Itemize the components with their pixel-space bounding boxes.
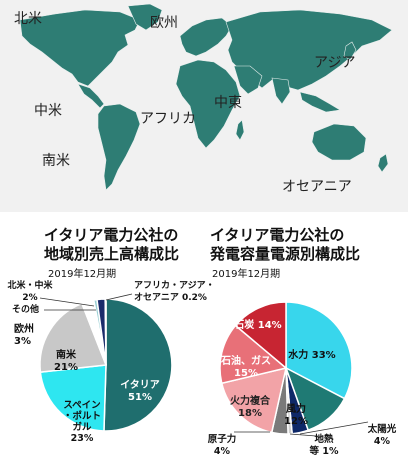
pie-label-4: その他	[12, 303, 39, 315]
new-zealand-shape	[377, 153, 389, 173]
europe-shape	[179, 17, 233, 57]
north-america-shape	[19, 9, 141, 87]
pie-label-2: 南米 21%	[54, 348, 78, 373]
pie-leader-6	[105, 293, 133, 301]
pie-slice-6	[219, 324, 288, 385]
pie-label-5: 火力複合 18%	[230, 394, 271, 419]
pie-label-4: 原子力 4%	[208, 433, 237, 457]
arabia-shape	[233, 65, 263, 95]
pie-label-3: 欧州 3%	[14, 322, 34, 347]
chart1-title: イタリア電力公社の 地域別売上高構成比	[44, 226, 180, 263]
pie-leader-3	[289, 433, 317, 437]
pie-label-0: 水力 33%	[287, 348, 335, 361]
chart2-subtitle: 2019年12月期	[212, 269, 281, 280]
pie-label-5: 北米・中米 2%	[7, 279, 53, 303]
region-label-oceania: オセアニア	[282, 179, 352, 195]
pie-label-6: アフリカ・アジア・オセアニア 0.2%	[134, 280, 215, 303]
chart1-subtitle: 2019年12月期	[48, 269, 117, 280]
japan-shape	[343, 41, 357, 61]
pie-slice-6	[104, 298, 107, 366]
se-asia-shape	[299, 91, 341, 113]
pie-slice-5	[220, 366, 287, 434]
pie-label-1: スペイン・ポルトガル 23%	[63, 400, 101, 444]
australia-shape	[311, 123, 367, 161]
region-label-asia: アジア	[314, 55, 356, 71]
pie-label-7: 石炭 14%	[233, 318, 281, 331]
pie-label-6: 石油、ガス 15%	[220, 354, 271, 379]
pie-label-3: 地熱等 1%	[309, 433, 339, 457]
south-america-shape	[97, 103, 141, 191]
region-label-central-america: 中米	[34, 103, 62, 119]
region-label-europe: 欧州	[150, 15, 178, 31]
pie-leader-2	[299, 421, 369, 435]
africa-shape	[175, 59, 241, 149]
chart2-title: イタリア電力公社の 発電容量電源別構成比	[210, 226, 361, 263]
madagascar-shape	[235, 119, 245, 141]
greenland-shape	[127, 3, 163, 31]
world-map-continents	[19, 3, 393, 191]
central-america-shape	[77, 83, 105, 109]
pie-slice-0	[103, 298, 173, 432]
region-label-africa: アフリカ	[140, 111, 196, 127]
pie-label-1: 風力 12%	[284, 402, 308, 427]
pie-slice-2	[39, 302, 108, 373]
pie-slice-0	[285, 301, 353, 400]
capacity-by-source-pie: 水力 33% 風力 12% 太陽光 4% 地熱等 1% 原子力 4% 火力複合 18% 石油、ガス 1…	[208, 301, 397, 457]
pie-slice-1	[39, 364, 107, 432]
region-label-south-america: 南米	[42, 153, 70, 169]
india-shape	[271, 77, 291, 105]
region-label-middle-east: 中東	[214, 95, 242, 111]
pie-label-0: イタリア 51%	[120, 379, 160, 403]
region-label-north-america: 北米	[14, 11, 42, 27]
pie-label-2: 太陽光 4%	[368, 423, 397, 447]
pie-slice-7	[234, 301, 287, 370]
world-map: 北米 欧州 アジア 中米 アフリカ 中東 南米 オセアニア	[0, 0, 408, 212]
pie-leader-5	[39, 297, 95, 307]
